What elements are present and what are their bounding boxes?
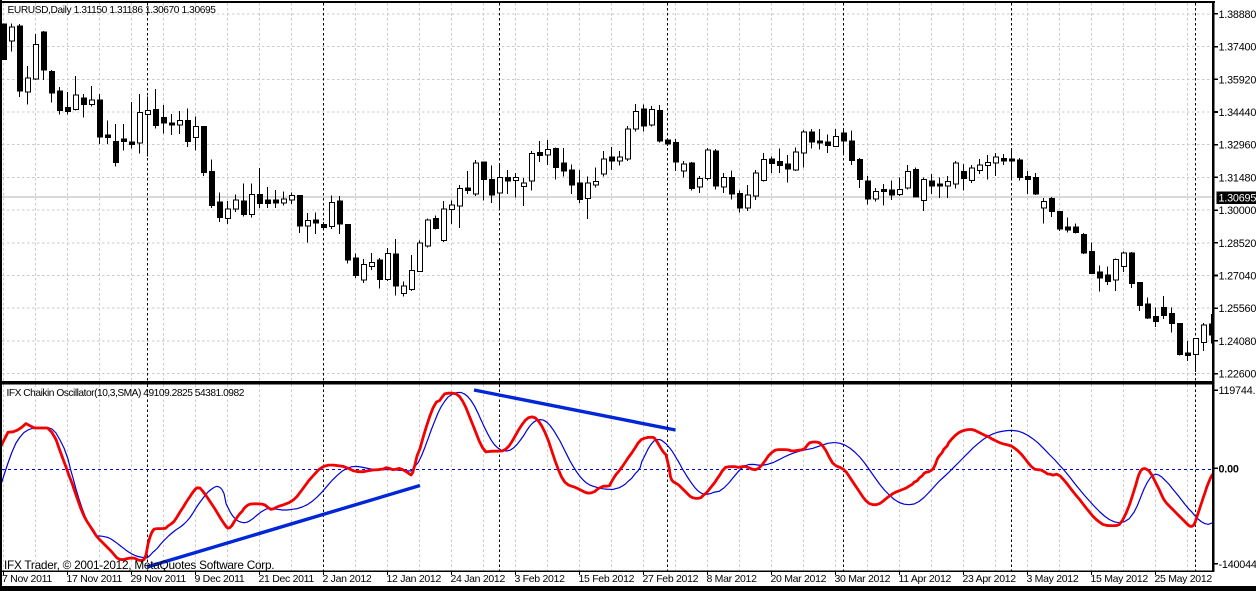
svg-text:21 Dec 2011: 21 Dec 2011	[259, 573, 315, 585]
svg-text:0.00: 0.00	[1219, 463, 1239, 475]
svg-text:1.30695: 1.30695	[1219, 193, 1256, 205]
svg-text:1.25560: 1.25560	[1219, 303, 1256, 315]
svg-text:20 Mar 2012: 20 Mar 2012	[771, 573, 827, 585]
svg-text:8 Mar 2012: 8 Mar 2012	[707, 573, 758, 585]
svg-text:1.31480: 1.31480	[1219, 172, 1256, 184]
svg-text:IFX Chaikin Oscillator(10,3,SM: IFX Chaikin Oscillator(10,3,SMA) 49109.2…	[7, 388, 245, 399]
svg-text:1.27040: 1.27040	[1219, 271, 1256, 283]
svg-text:1.32960: 1.32960	[1219, 140, 1256, 152]
svg-text:29 Nov 2011: 29 Nov 2011	[131, 573, 187, 585]
svg-text:-140044.18: -140044.18	[1219, 559, 1256, 571]
svg-text:15 May 2012: 15 May 2012	[1091, 573, 1149, 585]
svg-text:27 Feb 2012: 27 Feb 2012	[643, 573, 699, 585]
svg-text:1.37400: 1.37400	[1219, 42, 1256, 54]
svg-text:119744.18: 119744.18	[1219, 385, 1256, 397]
svg-text:3 Feb 2012: 3 Feb 2012	[515, 573, 566, 585]
svg-text:IFX Trader, © 2001-2012, MetaQ: IFX Trader, © 2001-2012, MetaQuotes Soft…	[4, 558, 274, 572]
svg-text:1.34440: 1.34440	[1219, 107, 1256, 119]
svg-text:23 Apr 2012: 23 Apr 2012	[963, 573, 1017, 585]
svg-text:7 Nov 2011: 7 Nov 2011	[2, 573, 52, 585]
svg-text:1.24080: 1.24080	[1219, 336, 1256, 348]
svg-text:1.38880: 1.38880	[1219, 9, 1256, 21]
svg-text:9 Dec 2011: 9 Dec 2011	[195, 573, 245, 585]
svg-text:24 Jan 2012: 24 Jan 2012	[451, 573, 506, 585]
svg-text:25 May 2012: 25 May 2012	[1155, 573, 1213, 585]
svg-text:1.35920: 1.35920	[1219, 74, 1256, 86]
svg-text:12 Jan 2012: 12 Jan 2012	[387, 573, 442, 585]
svg-text:17 Nov 2011: 17 Nov 2011	[67, 573, 123, 585]
svg-text:11 Apr 2012: 11 Apr 2012	[899, 573, 952, 585]
svg-text:2 Jan 2012: 2 Jan 2012	[323, 573, 372, 585]
svg-text:15 Feb 2012: 15 Feb 2012	[579, 573, 635, 585]
svg-text:3 May 2012: 3 May 2012	[1027, 573, 1079, 585]
svg-text:EURUSD,Daily 1.31150 1.31186: EURUSD,Daily 1.31150 1.31186 1.30670 1.3…	[8, 5, 217, 16]
svg-text:1.22600: 1.22600	[1219, 369, 1256, 381]
svg-text:1.28520: 1.28520	[1219, 238, 1256, 250]
svg-text:30 Mar 2012: 30 Mar 2012	[835, 573, 891, 585]
svg-text:1.30000: 1.30000	[1219, 205, 1256, 217]
